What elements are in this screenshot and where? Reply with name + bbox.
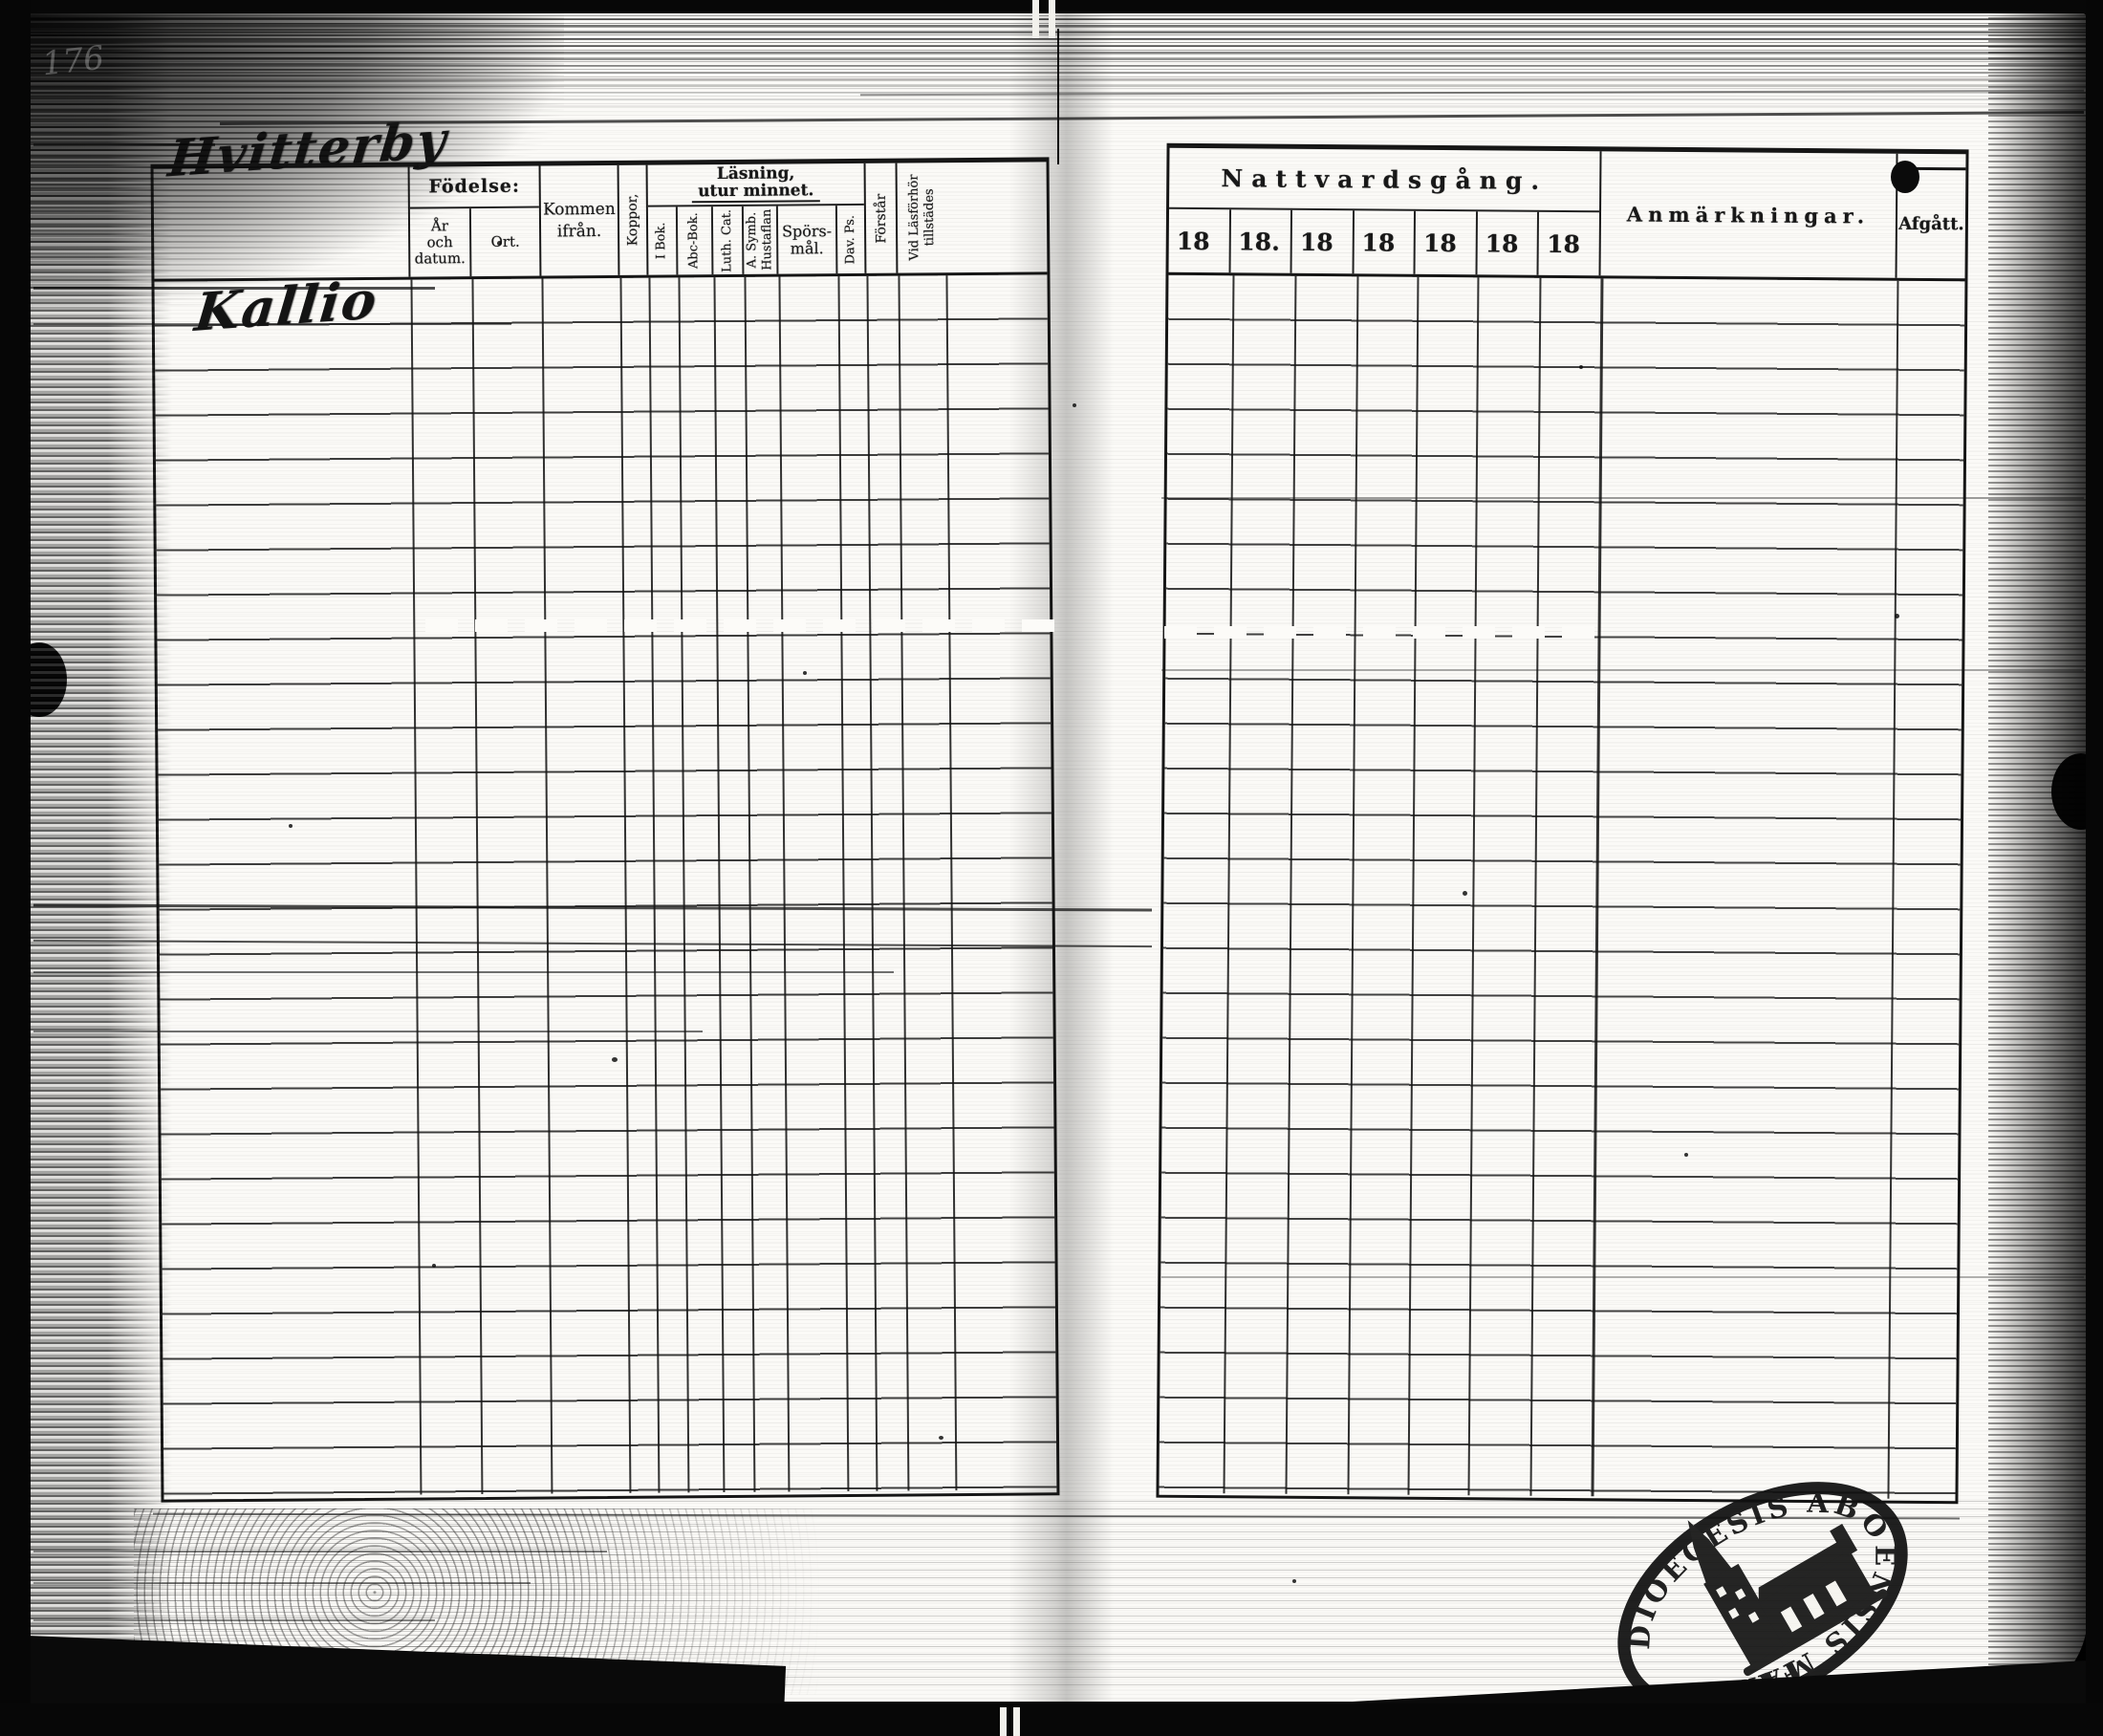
binding-thread-top	[1049, 0, 1055, 38]
lasning-group-label: Läsning, utur minnet.	[647, 163, 864, 207]
hustaflan-label: Hustaflan	[759, 209, 774, 271]
scan-whiteout-artifact	[1164, 626, 1594, 639]
binding-thread-bottom	[1000, 1707, 1007, 1736]
lasning-line2: utur minnet.	[692, 181, 820, 204]
nattvardsgang-label: Nattvardsgång.	[1169, 147, 1600, 213]
scan-edge-right	[2086, 0, 2103, 1736]
column-dav-ps: Dav. Ps.	[842, 214, 858, 265]
scan-noise-right	[1988, 11, 2088, 1702]
vid-lasforhor-label: Vid Läsförhör	[906, 174, 921, 262]
page-number: 176	[40, 38, 106, 84]
year-column: 18	[1547, 229, 1581, 258]
year-column: 18	[1168, 208, 1231, 273]
left-table-body-grid	[154, 274, 1057, 1497]
column-group-nattvardsgang: Nattvardsgång. 18 18. 18 18 18 18 18	[1168, 147, 1602, 276]
scan-whiteout-artifact	[425, 619, 1056, 632]
column-symb-hustaflan: A. Symb. Hustaflan	[743, 206, 779, 274]
ink-blob	[1891, 161, 1919, 193]
book-fold-shading	[1008, 11, 1114, 1702]
column-abc-bok: Abc-Bok.	[677, 206, 714, 275]
left-page-table: Födelse: År och datum. Ort. Kommen ifrån…	[150, 157, 1060, 1503]
column-anmarkningar: Anmärkningar.	[1600, 151, 1898, 278]
column-koppor: Koppor,	[618, 164, 649, 275]
scan-edge-left	[0, 0, 31, 1736]
year-column: 18.	[1230, 209, 1293, 273]
right-table-header: Nattvardsgång. 18 18. 18 18 18 18 18 Anm…	[1168, 147, 1966, 282]
year-column: 18	[1291, 209, 1355, 274]
binding-thread-bottom	[1013, 1707, 1020, 1736]
year-column: 18	[1477, 211, 1540, 275]
koppor-label: Koppor,	[624, 193, 641, 247]
right-table-body-grid	[1159, 274, 1965, 1500]
scan-noise-top-left-corner	[29, 11, 564, 308]
column-forstar: Förstår	[865, 163, 899, 273]
year-column: 18	[1354, 210, 1417, 274]
binding-thread-top	[1032, 0, 1039, 38]
column-vid-lasforhor: Vid Läsförhör tillstädes	[898, 163, 946, 272]
right-page-table: Nattvardsgång. 18 18. 18 18 18 18 18 Anm…	[1156, 142, 1969, 1505]
a-symb-label: A. Symb.	[744, 211, 760, 269]
column-sporsmal: Spörs- mål.	[777, 206, 838, 274]
column-group-lasning: Läsning, utur minnet. I Bok. Abc-Bok. Lu…	[647, 163, 867, 275]
column-i-bok: I Bok.	[647, 206, 679, 275]
year-columns-row: 18 18. 18 18 18 18 18	[1168, 208, 1600, 276]
tillstades-label: tillstädes	[921, 188, 937, 247]
column-luth-cat: Luth. Cat.	[712, 206, 745, 275]
scan-edge-bottom	[0, 1703, 2103, 1736]
year-column: 18	[1415, 210, 1478, 275]
